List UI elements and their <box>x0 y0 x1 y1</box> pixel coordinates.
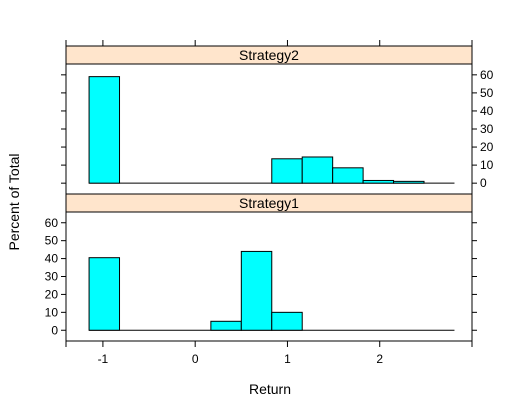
ytick-label-strategy2-0: 0 <box>480 176 487 190</box>
ytick-label-strategy2-20: 20 <box>480 140 494 154</box>
ytick-label-strategy1-40: 40 <box>45 252 59 266</box>
xtick-label-2: 2 <box>376 352 383 366</box>
xtick-label-1: 1 <box>284 352 291 366</box>
ytick-label-strategy1-50: 50 <box>45 234 59 248</box>
ytick-label-strategy1-0: 0 <box>51 323 58 337</box>
ytick-label-strategy1-30: 30 <box>45 270 59 284</box>
bar-strategy2-7 <box>301 156 334 184</box>
bar-strategy2-8 <box>332 167 364 184</box>
ytick-label-strategy1-10: 10 <box>45 305 59 319</box>
ytick-label-strategy2-30: 30 <box>480 122 494 136</box>
bar-strategy2-10 <box>393 180 425 184</box>
bar-strategy2-6 <box>271 158 303 184</box>
strip-label-strategy2: Strategy2 <box>239 47 299 63</box>
ytick-label-strategy1-60: 60 <box>45 216 59 230</box>
ytick-label-strategy2-40: 40 <box>480 104 494 118</box>
ytick-label-strategy2-60: 60 <box>480 68 494 82</box>
bar-strategy1-6 <box>271 311 303 331</box>
y-axis-title: Percent of Total <box>6 153 22 250</box>
panel-frame-strategy2 <box>65 63 473 195</box>
x-axis-title: Return <box>249 381 291 397</box>
strip-label-strategy1: Strategy1 <box>239 195 299 211</box>
bar-strategy1-0 <box>88 257 121 331</box>
ytick-label-strategy2-50: 50 <box>480 86 494 100</box>
bar-strategy2-9 <box>362 179 395 184</box>
bar-strategy1-5 <box>240 250 273 331</box>
ytick-label-strategy2-10: 10 <box>480 158 494 172</box>
bar-strategy1-4 <box>210 320 242 331</box>
ytick-label-strategy1-20: 20 <box>45 287 59 301</box>
xtick-label-0: 0 <box>192 352 199 366</box>
xtick-label--1: -1 <box>98 352 109 366</box>
bar-strategy2-0 <box>88 76 121 184</box>
